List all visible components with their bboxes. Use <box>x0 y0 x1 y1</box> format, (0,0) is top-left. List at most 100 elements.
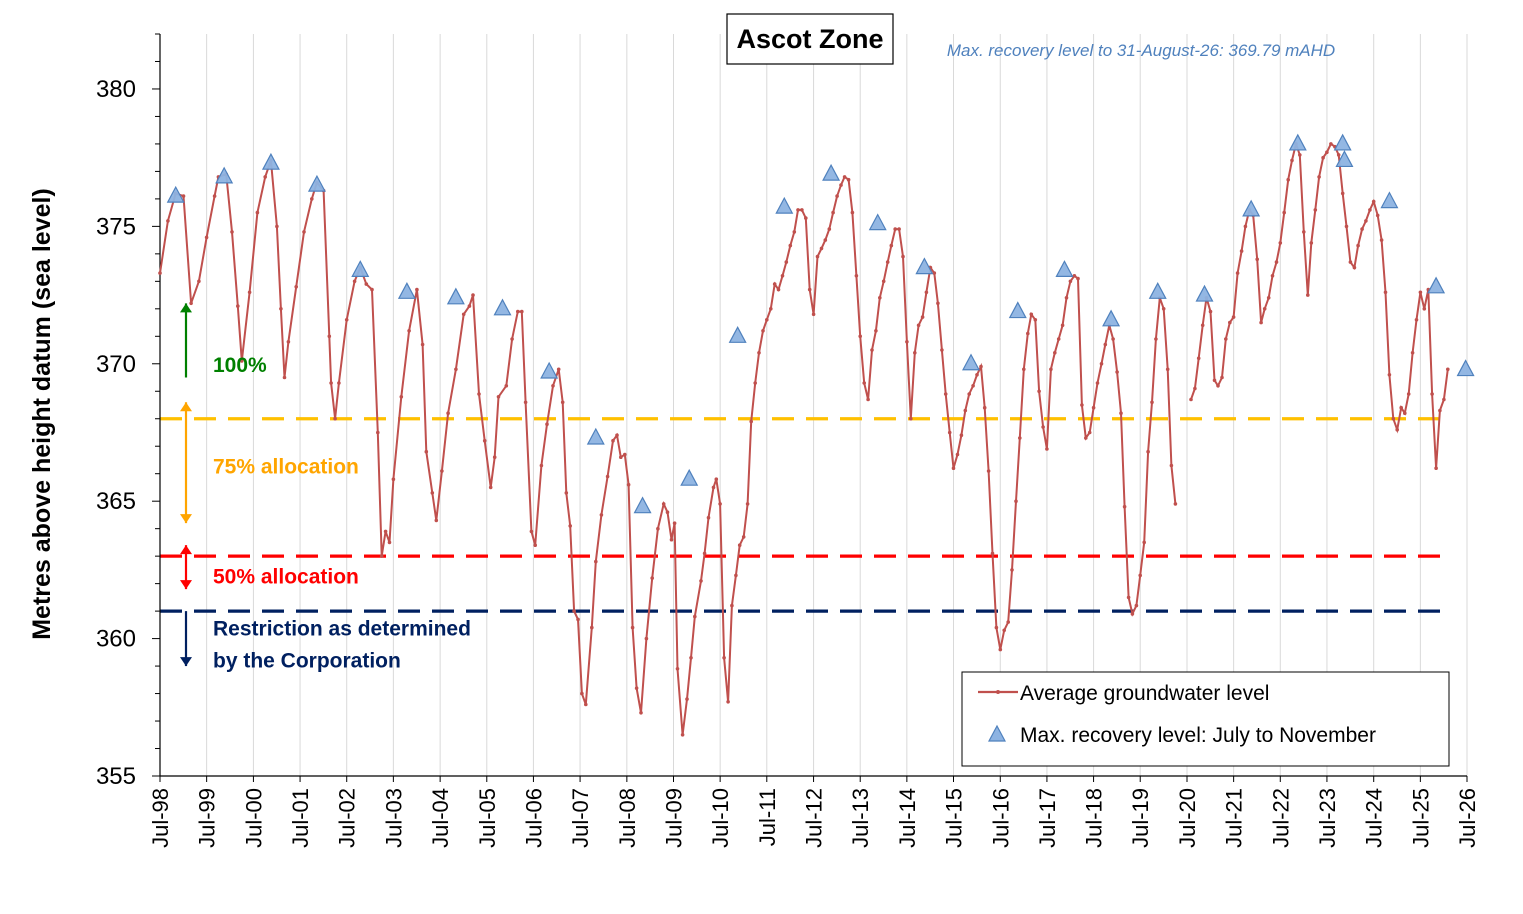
groundwater-point <box>734 573 738 578</box>
groundwater-point <box>230 230 234 234</box>
groundwater-point <box>1018 436 1022 440</box>
groundwater-point <box>1352 265 1357 270</box>
groundwater-point <box>943 392 948 396</box>
y-tick-label: 355 <box>96 763 136 790</box>
groundwater-point <box>279 307 283 311</box>
groundwater-point <box>1220 375 1224 380</box>
groundwater-point <box>1041 425 1045 429</box>
groundwater-point <box>982 405 987 410</box>
groundwater-point <box>685 697 689 701</box>
groundwater-point <box>639 711 643 715</box>
groundwater-point <box>240 359 244 363</box>
groundwater-point <box>804 216 808 220</box>
groundwater-point <box>947 430 952 435</box>
max-recovery-marker <box>1380 191 1399 209</box>
groundwater-point <box>615 433 619 438</box>
groundwater-point <box>1336 153 1341 157</box>
groundwater-point <box>1072 274 1077 278</box>
groundwater-point <box>1193 386 1197 391</box>
groundwater-point <box>1103 342 1108 347</box>
axes: Jul-98 Jul-99 Jul-00 Jul-01 Jul-02 Jul-03 Jul-… <box>96 33 1480 848</box>
max-recovery-marker <box>1148 282 1167 299</box>
max-recovery-marker <box>1456 359 1475 377</box>
groundwater-point <box>1173 502 1178 506</box>
groundwater-point <box>1239 249 1244 253</box>
groundwater-point <box>329 381 333 385</box>
groundwater-point <box>1119 411 1123 416</box>
groundwater-point <box>893 227 897 231</box>
annotation-arrow-head <box>180 402 192 412</box>
max-recovery-markers <box>166 133 1475 514</box>
groundwater-point <box>294 285 299 289</box>
annotation-arrow-head <box>180 545 192 555</box>
x-tick-label: Jul-05 <box>475 788 500 848</box>
x-tick-label: Jul-16 <box>988 788 1013 848</box>
groundwater-point <box>1266 296 1271 300</box>
groundwater-point <box>158 271 162 275</box>
groundwater-point <box>870 348 874 352</box>
groundwater-point <box>263 175 268 179</box>
groundwater-point <box>496 395 501 399</box>
groundwater-point <box>1076 276 1080 281</box>
groundwater-point <box>924 290 929 295</box>
annotations: 100% 75% allocation 50% allocation Restrict… <box>180 303 471 673</box>
groundwater-point <box>181 194 186 198</box>
groundwater-point <box>1208 309 1213 314</box>
max-recovery-marker <box>540 361 559 379</box>
x-tick-label: Jul-10 <box>708 788 733 848</box>
max-recovery-marker <box>1288 133 1307 151</box>
groundwater-point <box>1022 367 1026 372</box>
groundwater-point <box>1115 370 1119 374</box>
groundwater-point <box>959 433 964 438</box>
groundwater-point <box>576 617 580 622</box>
groundwater-point <box>1434 466 1438 471</box>
legend-triangle-swatch <box>988 724 1006 742</box>
groundwater-point <box>383 529 388 534</box>
groundwater-point <box>529 529 534 534</box>
groundwater-point <box>1422 307 1427 311</box>
groundwater-point <box>1329 142 1333 146</box>
groundwater-point <box>1387 373 1392 377</box>
x-tick-label: Jul-21 <box>1222 788 1247 848</box>
groundwater-point <box>1053 351 1057 355</box>
groundwater-point <box>706 515 711 520</box>
groundwater-point <box>1060 323 1065 328</box>
annotation-label: Restriction as determined <box>213 618 471 641</box>
groundwater-point <box>599 513 604 517</box>
groundwater-point <box>1321 155 1325 160</box>
groundwater-point <box>387 540 392 545</box>
groundwater-point <box>1410 351 1415 355</box>
x-tick-label: Jul-02 <box>335 788 360 848</box>
y-tick-label: 380 <box>96 76 136 103</box>
groundwater-point <box>626 482 631 487</box>
groundwater-point <box>556 367 561 372</box>
groundwater-point <box>434 518 439 523</box>
groundwater-point <box>650 576 654 580</box>
chart-title: Ascot Zone <box>736 24 883 54</box>
groundwater-point <box>1298 153 1302 157</box>
groundwater-point <box>568 524 572 528</box>
groundwater-point <box>430 491 435 495</box>
x-tick-label: Jul-99 <box>195 788 220 848</box>
groundwater-point <box>492 455 497 460</box>
groundwater-point <box>792 230 797 234</box>
groundwater-point <box>1068 279 1073 284</box>
max-recovery-marker <box>351 260 370 277</box>
groundwater-point <box>1049 367 1053 372</box>
groundwater-point <box>839 183 843 187</box>
groundwater-point <box>454 367 458 372</box>
x-tick-label: Jul-15 <box>942 788 967 848</box>
max-recovery-marker <box>915 257 934 275</box>
groundwater-point <box>255 210 260 215</box>
groundwater-point <box>275 224 279 229</box>
groundwater-point <box>1375 213 1380 218</box>
max-recovery-marker <box>166 185 185 203</box>
groundwater-point <box>920 315 925 319</box>
groundwater-point <box>399 395 404 399</box>
chart-subtitle: Max. recovery level to 31-August-26: 369… <box>947 41 1335 60</box>
groundwater-point <box>1142 540 1146 545</box>
groundwater-point <box>1130 612 1135 616</box>
groundwater-point <box>1414 318 1419 322</box>
groundwater-point <box>644 636 649 641</box>
groundwater-point <box>197 279 201 284</box>
